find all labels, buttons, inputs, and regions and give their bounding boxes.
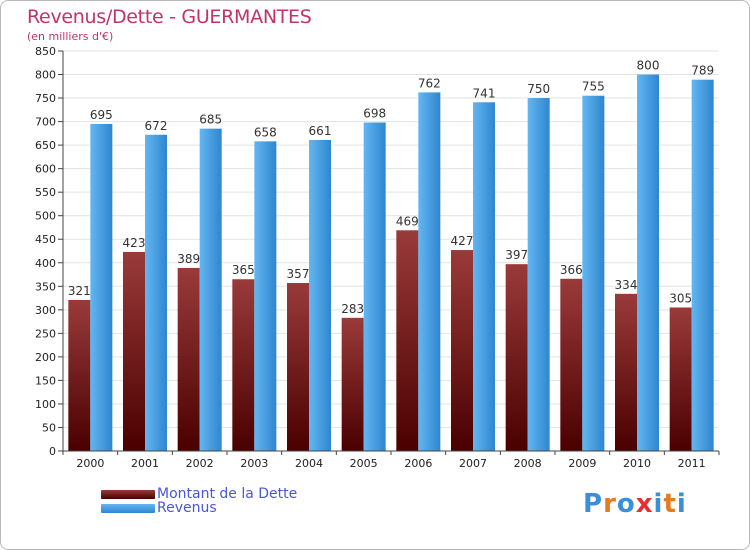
x-tick-label: 2010 [623,457,651,470]
data-label-revenus: 741 [473,86,496,100]
y-tick-label: 350 [35,280,56,293]
x-tick-label: 2003 [240,457,268,470]
bar-revenus [199,128,222,451]
bar-revenus [363,122,386,451]
y-tick-label: 650 [35,139,56,152]
data-label-debt: 427 [451,234,474,248]
bar-revenus [527,98,550,451]
bar-debt [396,230,419,451]
labels-layer: 321 695 423 672 389 685 365 658 357 661 283 698 469 7… [68,59,714,316]
data-label-debt: 366 [560,263,583,277]
legend-label-debt: Montant de la Dette [157,486,298,502]
logo-letter: r [603,489,617,519]
y-tick-label: 50 [42,421,56,434]
data-label-revenus: 755 [582,80,605,94]
bar-revenus [309,139,331,452]
data-label-revenus: 800 [637,59,660,73]
logo-letter: o [616,489,636,519]
data-label-debt: 469 [396,214,419,228]
x-tick-label: 2009 [568,457,596,470]
bar-revenus [145,134,167,451]
bar-revenus [254,141,277,451]
y-tick-label: 500 [35,210,56,223]
x-tick-label: 2006 [404,457,432,470]
y-tick-label: 400 [35,257,56,270]
data-label-debt: 389 [177,252,200,266]
y-tick-label: 750 [35,92,56,105]
y-tick-label: 100 [35,398,56,411]
data-label-debt: 283 [341,302,364,316]
y-tick-label: 600 [35,163,56,176]
data-label-debt: 365 [232,263,255,277]
x-tick-label: 2001 [131,457,159,470]
bar-revenus [691,79,714,452]
bar-revenus [418,92,441,451]
data-label-revenus: 672 [145,119,168,133]
bar-debt [232,279,255,451]
data-label-revenus: 698 [363,107,386,121]
y-tick-label: 550 [35,186,56,199]
x-tick-label: 2007 [459,457,487,470]
y-tick-label: 150 [35,374,56,387]
x-tick-label: 2000 [76,457,104,470]
data-label-revenus: 750 [527,82,550,96]
bar-debt [341,317,364,451]
bar-debt [451,250,473,451]
y-tick-label: 0 [49,445,56,458]
data-label-debt: 305 [669,291,692,305]
y-tick-label: 800 [35,69,56,82]
bar-revenus [90,123,113,452]
bar-debt [68,299,91,451]
y-tick-label: 300 [35,304,56,317]
logo-letter: x [635,489,654,519]
legend-swatch-debt [101,490,155,499]
legend-swatch-revenus [101,504,155,513]
bar-debt [177,267,200,451]
data-label-debt: 334 [615,278,638,292]
proxiti-logo: Proxiti [583,489,687,519]
y-tick-label: 200 [35,351,56,364]
logo-letter: i [653,489,664,519]
y-tick-label: 850 [35,45,56,58]
bar-revenus [473,102,495,451]
bar-debt [669,307,692,451]
chart-title: Revenus/Dette - GUERMANTES [27,6,312,28]
y-tick-label: 250 [35,327,56,340]
chart-subtitle: (en milliers d'€) [27,30,114,43]
data-label-debt: 357 [287,267,310,281]
logo-letter: t [663,489,677,519]
data-label-revenus: 789 [691,64,714,78]
plot-area [63,51,719,451]
x-tick-label: 2005 [350,457,378,470]
data-label-revenus: 762 [418,76,441,90]
y-tick-label: 700 [35,116,56,129]
bar-debt [287,283,309,451]
bar-debt [123,251,145,451]
x-tick-label: 2004 [295,457,323,470]
x-tick-label: 2011 [678,457,706,470]
x-tick-label: 2002 [186,457,214,470]
data-label-debt: 321 [68,284,91,298]
data-label-revenus: 685 [199,113,222,127]
axis-layer: 0 50 100 150 200 250 300 350 400 450 500 550 600 650 7… [35,45,720,470]
data-label-debt: 423 [123,236,146,250]
bar-debt [505,264,528,451]
logo-letter: P [583,489,604,519]
y-tick-label: 450 [35,233,56,246]
bar-revenus [582,95,605,452]
logo-letter: i [676,489,687,519]
bar-debt [615,293,637,451]
data-label-revenus: 695 [90,108,113,122]
bar-debt [560,278,583,451]
grid-layer [63,50,719,452]
data-label-revenus: 658 [254,125,277,139]
bars-layer [68,74,714,452]
legend-label-revenus: Revenus [157,500,217,516]
x-tick-label: 2008 [514,457,542,470]
data-label-revenus: 661 [309,124,332,138]
bar-revenus [637,74,659,451]
data-label-debt: 397 [505,248,528,262]
